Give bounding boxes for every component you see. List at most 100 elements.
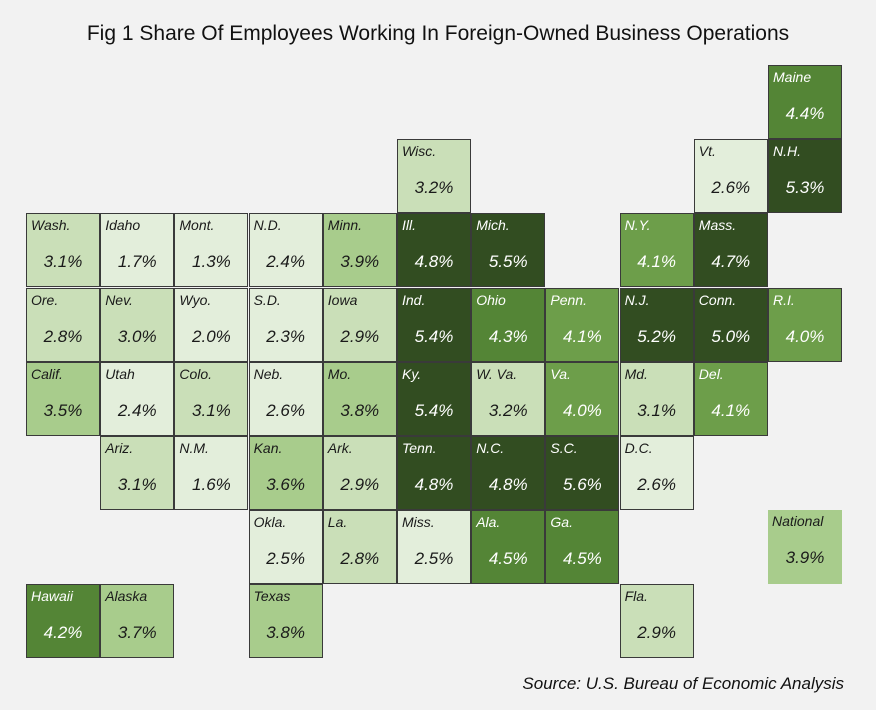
state-tile: Va. 4.0%: [545, 361, 620, 436]
tile-value: 4.4%: [785, 104, 825, 123]
tile-value: 2.5%: [266, 549, 305, 569]
tile-label: Vt.: [698, 143, 716, 160]
tile-value: 4.5%: [563, 549, 602, 569]
tile-label: Hawaii: [31, 588, 74, 605]
tile-label: S.D.: [253, 291, 281, 308]
tile-value: 3.5%: [43, 400, 83, 420]
tile-label: Calif.: [31, 365, 63, 382]
state-tile: Wyo. 2.0%: [174, 287, 249, 362]
tile-label: Wash.: [31, 217, 71, 234]
tile-label: Minn.: [327, 217, 363, 234]
state-tile: Hawaii 4.2%: [26, 584, 100, 659]
state-tile: N.D. 2.4%: [248, 213, 323, 288]
tile-label: Ariz.: [105, 440, 134, 456]
tile-label: N.D.: [253, 217, 282, 234]
tile-label: Wisc.: [402, 143, 437, 160]
tile-value: 1.3%: [192, 252, 231, 272]
tile-value: 2.8%: [340, 549, 380, 569]
state-tile: Tenn. 4.8%: [397, 436, 471, 510]
tile-value: 4.5%: [488, 549, 528, 569]
state-tile: Kan. 3.6%: [248, 436, 323, 510]
tile-label: Iowa: [327, 291, 358, 308]
state-tile: Ariz. 3.1%: [100, 436, 175, 510]
tile-label: Ga.: [550, 514, 573, 531]
state-tile: R.I. 4.0%: [768, 287, 842, 362]
state-tile: Okla. 2.5%: [248, 510, 323, 585]
tile-value: 2.6%: [266, 400, 305, 420]
state-tile: Ore. 2.8%: [26, 287, 100, 362]
tile-value: 3.9%: [340, 252, 380, 272]
tile-value: 3.8%: [266, 623, 305, 643]
tile-value: 2.9%: [340, 326, 380, 346]
tile-value: 3.7%: [117, 623, 157, 643]
tile-value: 4.1%: [637, 252, 676, 272]
state-tile: Fla. 2.9%: [619, 584, 694, 659]
tile-value: 4.3%: [488, 326, 528, 346]
tile-value: 1.6%: [192, 475, 231, 494]
tile-value: 2.6%: [637, 475, 676, 494]
tile-label: Ill.: [402, 217, 416, 234]
tile-label: Md.: [624, 365, 648, 382]
state-tile: S.D. 2.3%: [248, 287, 323, 362]
tile-label: Mont.: [179, 217, 215, 234]
state-tile: Penn. 4.1%: [545, 287, 620, 362]
tile-value: 5.4%: [414, 400, 454, 420]
state-tile: N.J. 5.2%: [619, 287, 694, 362]
state-tile: N.H. 5.3%: [768, 139, 842, 214]
tile-label: Idaho: [105, 217, 141, 234]
state-tile: Calif. 3.5%: [26, 361, 100, 436]
state-tile: Ark. 2.9%: [322, 436, 397, 510]
tile-label: Mich.: [476, 217, 510, 234]
tile-label: Okla.: [253, 514, 287, 531]
state-tile: D.C. 2.6%: [619, 436, 694, 510]
state-tile: W. Va. 3.2%: [471, 361, 546, 436]
source-note: Source: U.S. Bureau of Economic Analysis: [522, 674, 844, 693]
tile-value: 4.0%: [785, 326, 825, 346]
tile-value: 2.4%: [266, 252, 305, 272]
tile-label: Utah: [105, 365, 135, 382]
tile-label: N.Y.: [624, 217, 651, 234]
state-tile: N.Y. 4.1%: [619, 213, 694, 288]
tile-label: Colo.: [179, 365, 213, 382]
tile-label: W. Va.: [476, 365, 518, 382]
state-tile: Wash. 3.1%: [26, 213, 100, 288]
tile-value: 2.8%: [43, 326, 83, 346]
tile-value: 2.4%: [117, 400, 157, 420]
state-tile: Ind. 5.4%: [397, 287, 471, 362]
state-tile: Minn. 3.9%: [322, 213, 397, 288]
tile-label: D.C.: [624, 440, 653, 456]
state-tile: Vt. 2.6%: [693, 139, 768, 214]
state-tile: Md. 3.1%: [619, 361, 694, 436]
tile-label: Maine: [773, 69, 812, 85]
tile-value: 3.2%: [414, 178, 454, 198]
tile-value: 4.1%: [711, 400, 751, 420]
tile-label: Kan.: [253, 440, 283, 456]
tile-label: Neb.: [253, 365, 284, 382]
state-tile: Nev. 3.0%: [100, 287, 175, 362]
tile-value: 4.8%: [488, 475, 528, 494]
state-tile: Conn. 5.0%: [693, 287, 768, 362]
state-tile: Iowa 2.9%: [322, 287, 397, 362]
state-tile: N.M. 1.6%: [174, 436, 249, 510]
tile-value: 4.2%: [43, 623, 83, 643]
tile-label: Del.: [698, 365, 724, 382]
tile-value: 5.2%: [637, 326, 676, 346]
state-tile: Miss. 2.5%: [397, 510, 471, 585]
tile-value: 4.7%: [711, 252, 751, 272]
state-tile: Ala. 4.5%: [471, 510, 546, 585]
state-tile: La. 2.8%: [322, 510, 397, 585]
tile-label: Ind.: [402, 291, 426, 308]
state-tile: S.C. 5.6%: [545, 436, 620, 510]
state-tile: Wisc. 3.2%: [397, 139, 471, 214]
tile-label: Wyo.: [179, 291, 212, 308]
state-tile: Utah 2.4%: [100, 361, 175, 436]
tile-label: Ore.: [31, 291, 59, 308]
state-tile: Mo. 3.8%: [322, 361, 397, 436]
tile-value: 3.6%: [266, 475, 305, 494]
tile-label: Texas: [253, 588, 291, 605]
tile-label: Nev.: [105, 291, 133, 308]
tile-label: S.C.: [550, 440, 578, 456]
tile-label: Ohio: [476, 291, 506, 308]
tile-value: 3.0%: [117, 326, 157, 346]
